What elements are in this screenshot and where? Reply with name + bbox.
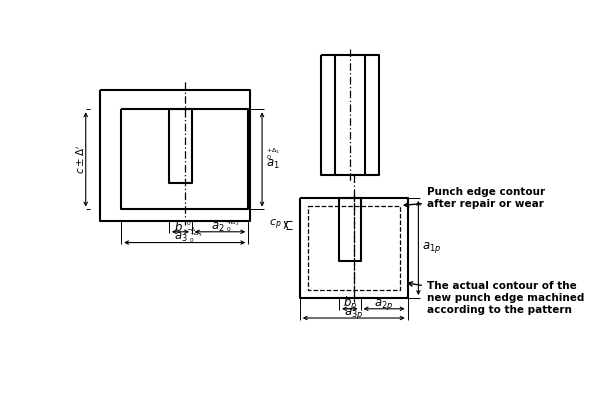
Text: $^{+\Delta_2}_{0}$: $^{+\Delta_2}_{0}$ — [226, 219, 239, 234]
Text: $a_{2p}$: $a_{2p}$ — [374, 297, 394, 312]
Text: $^{0}_{-\Delta}$: $^{0}_{-\Delta}$ — [186, 219, 197, 234]
Text: $c\pm\Delta'$: $c\pm\Delta'$ — [75, 144, 88, 174]
Text: $^{+\Delta_1}_{0}$: $^{+\Delta_1}_{0}$ — [266, 146, 280, 162]
Text: Punch edge contour
after repair or wear: Punch edge contour after repair or wear — [404, 187, 545, 209]
Text: $a_2$: $a_2$ — [211, 220, 224, 234]
Text: $a_{1p}$: $a_{1p}$ — [422, 240, 442, 256]
Text: The actual contour of the
new punch edge machined
according to the pattern: The actual contour of the new punch edge… — [408, 281, 584, 314]
Text: $b$: $b$ — [173, 220, 182, 234]
Text: $b_p$: $b_p$ — [343, 295, 357, 313]
Text: $c_p$: $c_p$ — [269, 218, 282, 232]
Text: $^{+\Delta_3}_{0}$: $^{+\Delta_3}_{0}$ — [190, 229, 203, 245]
Text: $a_{3p}$: $a_{3p}$ — [344, 306, 364, 321]
Text: $a_1$: $a_1$ — [266, 158, 280, 171]
Text: $a_3$: $a_3$ — [174, 231, 188, 244]
